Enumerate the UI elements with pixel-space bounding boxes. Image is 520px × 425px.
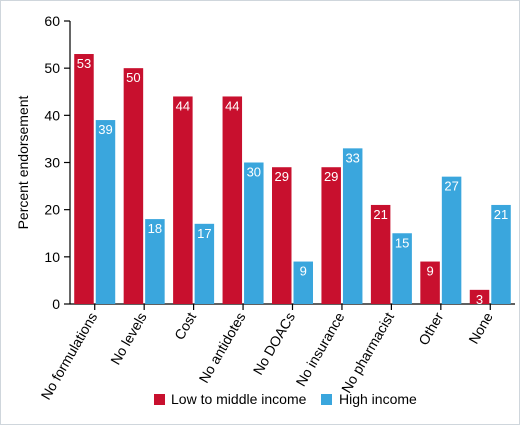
bar-high-income bbox=[441, 176, 462, 304]
data-label: 50 bbox=[126, 70, 140, 85]
y-tick-label: 40 bbox=[44, 107, 60, 123]
bar-high-income bbox=[145, 219, 165, 304]
data-label: 21 bbox=[373, 207, 387, 222]
x-category-label: None bbox=[465, 309, 496, 346]
bar-high-income bbox=[244, 162, 264, 304]
bar-low-middle-income bbox=[173, 96, 193, 304]
data-label: 21 bbox=[494, 207, 508, 222]
bar-high-income bbox=[194, 223, 215, 304]
data-label: 39 bbox=[98, 122, 112, 137]
y-tick-label: 20 bbox=[44, 202, 60, 218]
x-category-label: Other bbox=[415, 309, 447, 348]
data-label: 30 bbox=[247, 165, 261, 180]
data-label: 9 bbox=[426, 264, 433, 279]
bar-low-middle-income bbox=[222, 96, 243, 304]
bar-low-middle-income bbox=[469, 289, 490, 304]
bar-high-income bbox=[95, 120, 116, 304]
data-label: 29 bbox=[324, 169, 338, 184]
x-category-label: No antidotes bbox=[195, 310, 248, 386]
x-category-label: No insurance bbox=[292, 309, 347, 389]
y-tick-label: 10 bbox=[44, 249, 60, 265]
data-label: 9 bbox=[300, 264, 307, 279]
y-tick-label: 50 bbox=[44, 60, 60, 76]
data-label: 44 bbox=[176, 98, 190, 113]
bar-high-income bbox=[293, 261, 313, 304]
data-label: 44 bbox=[225, 98, 239, 113]
x-category-label: No levels bbox=[107, 310, 150, 368]
legend-swatch bbox=[321, 394, 332, 405]
bar-low-middle-income bbox=[74, 54, 94, 305]
data-label: 3 bbox=[476, 292, 483, 307]
x-category-label: No DOACs bbox=[250, 310, 298, 378]
y-tick-label: 60 bbox=[44, 13, 60, 29]
x-category-label: No pharmacist bbox=[338, 309, 397, 395]
bar-high-income bbox=[392, 233, 412, 304]
bar-low-middle-income bbox=[123, 68, 144, 305]
legend-swatch bbox=[154, 394, 165, 405]
data-label: 15 bbox=[395, 235, 409, 250]
data-label: 29 bbox=[275, 169, 289, 184]
legend-label: Low to middle income bbox=[171, 391, 307, 407]
bar-low-middle-income bbox=[321, 167, 341, 304]
bar-low-middle-income bbox=[370, 204, 391, 304]
bar-high-income bbox=[491, 204, 511, 304]
y-axis-label: Percent endorsement bbox=[15, 95, 31, 229]
data-label: 27 bbox=[444, 179, 458, 194]
legend-label: High income bbox=[339, 391, 417, 407]
data-label: 33 bbox=[345, 150, 359, 165]
data-label: 53 bbox=[77, 56, 91, 71]
x-category-label: No formulations bbox=[37, 310, 100, 403]
bar-low-middle-income bbox=[272, 167, 292, 304]
bar-low-middle-income bbox=[420, 261, 440, 304]
bar-high-income bbox=[342, 148, 363, 304]
data-label: 17 bbox=[197, 226, 211, 241]
y-tick-label: 30 bbox=[44, 155, 60, 171]
y-tick-label: 0 bbox=[52, 296, 60, 312]
x-category-label: Cost bbox=[171, 309, 199, 342]
data-label: 18 bbox=[148, 221, 162, 236]
